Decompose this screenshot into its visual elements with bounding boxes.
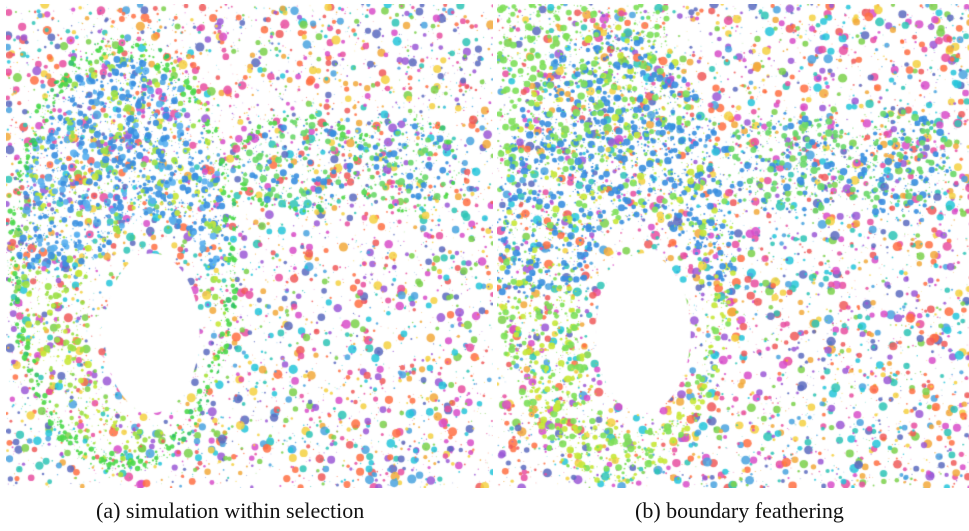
caption-b: (b) boundary feathering: [635, 498, 844, 523]
panel-simulation-within-selection: [6, 4, 493, 488]
caption-a: (a) simulation within selection: [96, 498, 365, 523]
particle-image-b: [497, 4, 969, 488]
particle-image-a: [6, 4, 493, 488]
panel-boundary-feathering: [497, 4, 969, 488]
